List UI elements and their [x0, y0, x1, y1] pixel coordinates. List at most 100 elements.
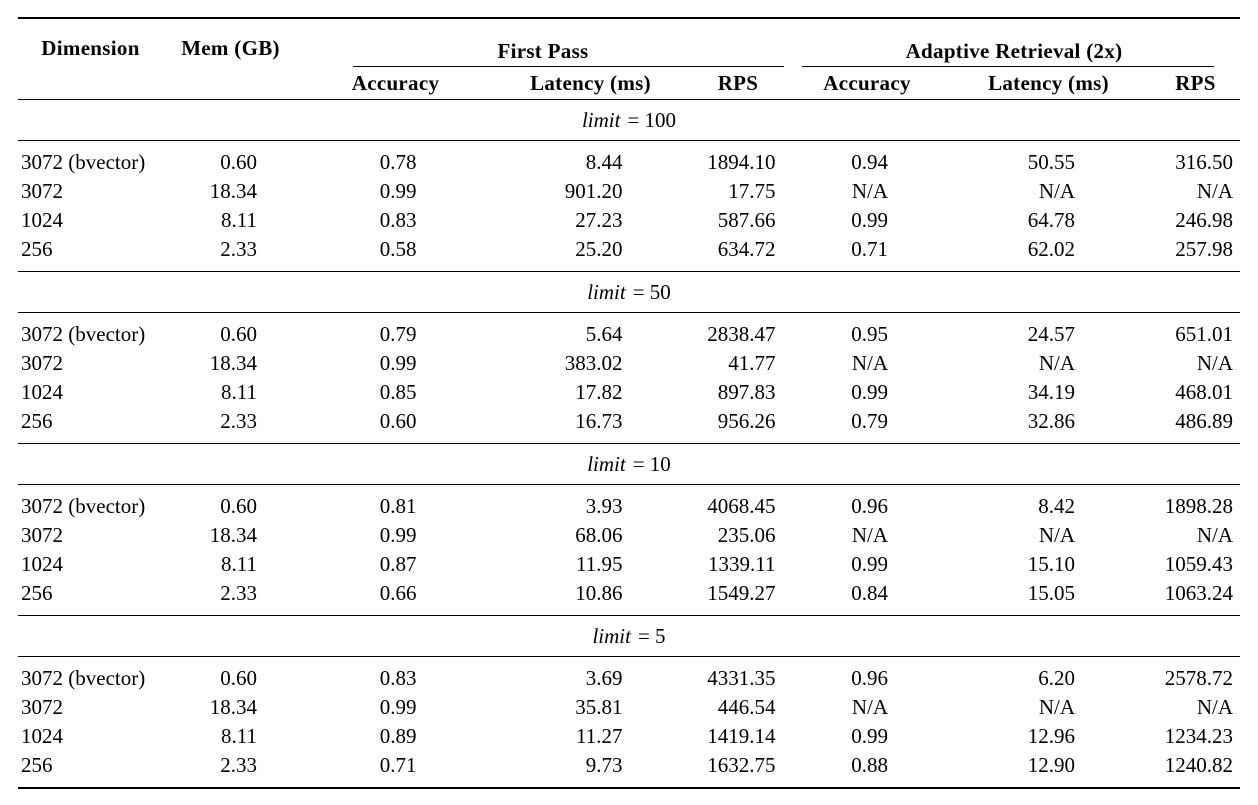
cell-value: 1059.43: [1164, 552, 1233, 576]
cell-value: 18.34: [209, 523, 257, 547]
cell-value: 17.82: [575, 380, 623, 404]
cell-value: 0.99: [851, 552, 888, 576]
cell-fp-rps: 1339.11: [688, 550, 788, 579]
cell-dimension: 1024: [21, 208, 63, 232]
cell-fp-accuracy: 0.89: [298, 722, 493, 751]
cell-ar-latency: 6.20: [946, 657, 1151, 694]
cell-value: 10.86: [575, 581, 623, 605]
cell-value: N/A: [1196, 179, 1233, 203]
cell-value: 0.99: [379, 523, 417, 547]
cell-value: 0.99: [379, 695, 417, 719]
cell-mem: 0.60: [163, 657, 298, 694]
limit-variable: limit: [587, 279, 626, 304]
section-limit-100: limit = 100 3072 (bvector) 0.60 0.78 8.44…: [18, 99, 1241, 272]
cell-value: N/A: [851, 523, 888, 547]
cell-value: 1898.28: [1164, 494, 1233, 518]
cell-ar-latency: N/A: [946, 693, 1151, 722]
cell-fp-accuracy: 0.99: [298, 349, 493, 378]
cell-value: 68.06: [575, 523, 623, 547]
table-row: 3072 18.34 0.99 35.81 446.54 N/A N/A N/A: [18, 693, 1240, 722]
cell-value: N/A: [851, 179, 888, 203]
cell-value: 901.20: [564, 179, 623, 203]
table-header-row-groups: Dimension Mem (GB) First Pass Adaptive R…: [18, 18, 1240, 68]
limit-value: = 5: [637, 623, 666, 648]
cell-value: 1894.10: [707, 150, 776, 174]
cell-value: 2.33: [220, 237, 257, 261]
cell-fp-rps: 897.83: [688, 378, 788, 407]
cell-fp-accuracy: 0.81: [298, 485, 493, 522]
cell-value: 32.86: [1027, 409, 1075, 433]
section-row: limit = 10: [18, 443, 1241, 485]
cell-mem: 2.33: [163, 751, 298, 788]
cell-value: 0.84: [851, 581, 888, 605]
cell-value: 4068.45: [707, 494, 776, 518]
cell-dimension: 3072: [21, 351, 63, 375]
cell-value: 8.11: [221, 380, 257, 404]
cell-value: 446.54: [717, 695, 776, 719]
cell-dimension: 1024: [21, 724, 63, 748]
cell-ar-rps: N/A: [1151, 177, 1240, 206]
cell-ar-latency: 15.10: [946, 550, 1151, 579]
cell-ar-latency: 24.57: [946, 313, 1151, 350]
table-row: 3072 (bvector) 0.60 0.83 3.69 4331.35 0.…: [18, 657, 1240, 694]
cell-mem: 0.60: [163, 313, 298, 350]
cell-ar-accuracy: 0.96: [788, 657, 946, 694]
cell-value: 18.34: [209, 351, 257, 375]
cell-value: 0.99: [851, 380, 888, 404]
cell-value: 634.72: [717, 237, 776, 261]
cell-value: 24.57: [1027, 322, 1075, 346]
cell-ar-accuracy: 0.96: [788, 485, 946, 522]
cell-value: N/A: [1038, 351, 1075, 375]
cell-value: 50.55: [1027, 150, 1075, 174]
cell-value: 2.33: [220, 753, 257, 777]
cell-value: 468.01: [1175, 380, 1233, 404]
cell-ar-latency: N/A: [946, 177, 1151, 206]
first-pass-cmidrule: [353, 66, 784, 68]
cell-ar-rps: 1240.82: [1151, 751, 1240, 788]
cell-value: 2.33: [220, 409, 257, 433]
cell-fp-latency: 3.93: [493, 485, 688, 522]
cell-value: 25.20: [575, 237, 623, 261]
cell-value: 0.78: [379, 150, 417, 174]
cell-dimension: 256: [21, 409, 53, 433]
cell-value: 6.20: [1038, 666, 1075, 690]
table-row: 3072 18.34 0.99 383.02 41.77 N/A N/A N/A: [18, 349, 1240, 378]
cell-ar-accuracy: 0.99: [788, 722, 946, 751]
cell-fp-latency: 901.20: [493, 177, 688, 206]
cell-value: 5.64: [585, 322, 623, 346]
subheader-fp-latency: Latency (ms): [530, 71, 651, 95]
cell-ar-latency: 34.19: [946, 378, 1151, 407]
cell-dimension: 3072 (bvector): [21, 666, 146, 690]
cell-fp-rps: 235.06: [688, 521, 788, 550]
section-row: limit = 5: [18, 615, 1241, 657]
cell-fp-accuracy: 0.99: [298, 521, 493, 550]
cell-mem: 18.34: [163, 521, 298, 550]
cell-value: 897.83: [717, 380, 776, 404]
cell-value: N/A: [1038, 523, 1075, 547]
cell-ar-latency: N/A: [946, 349, 1151, 378]
cell-value: 8.42: [1038, 494, 1075, 518]
cell-ar-rps: N/A: [1151, 693, 1240, 722]
cell-value: 0.60: [379, 409, 417, 433]
section-limit-50: limit = 50 3072 (bvector) 0.60 0.79 5.64 …: [18, 271, 1241, 444]
cell-value: 0.95: [851, 322, 888, 346]
cell-value: 8.11: [221, 208, 257, 232]
cell-value: 8.44: [585, 150, 623, 174]
group-header-adaptive-retrieval: Adaptive Retrieval (2x): [788, 18, 1240, 68]
cell-dimension: 3072: [21, 179, 63, 203]
cell-fp-latency: 10.86: [493, 579, 688, 616]
cell-dimension: 3072 (bvector): [21, 150, 146, 174]
col-header-dimension: Dimension: [41, 36, 140, 60]
cell-fp-latency: 383.02: [493, 349, 688, 378]
table-row: 256 2.33 0.66 10.86 1549.27 0.84 15.05 1…: [18, 579, 1240, 616]
cell-ar-accuracy: 0.95: [788, 313, 946, 350]
cell-value: 2578.72: [1164, 666, 1233, 690]
cell-value: 8.11: [221, 724, 257, 748]
cell-fp-rps: 17.75: [688, 177, 788, 206]
cell-mem: 18.34: [163, 349, 298, 378]
cell-value: 0.83: [379, 666, 417, 690]
cell-value: 0.99: [851, 724, 888, 748]
cell-value: 0.99: [379, 351, 417, 375]
cell-fp-latency: 35.81: [493, 693, 688, 722]
cell-value: 587.66: [717, 208, 776, 232]
